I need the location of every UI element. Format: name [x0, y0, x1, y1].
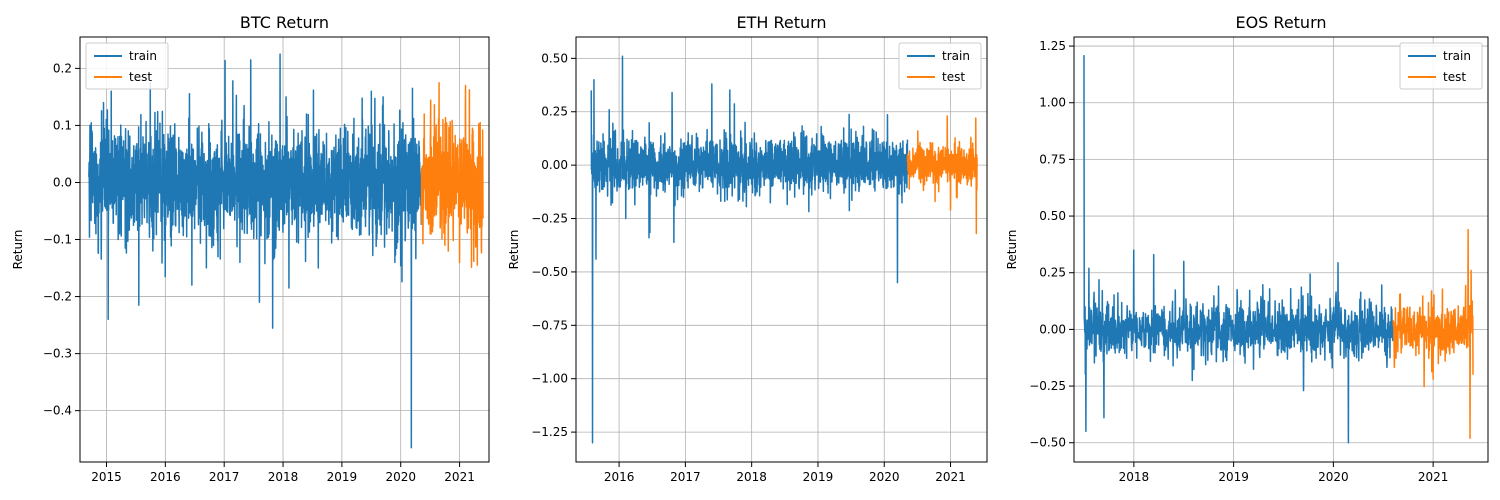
btc-legend: train test: [85, 42, 169, 90]
btc-x-tick-label: 2015: [91, 470, 122, 484]
btc-y-tick-label: −0.1: [43, 233, 72, 247]
eth-legend-label-train: train: [942, 49, 970, 63]
eth-x-tick-label: 2021: [935, 470, 966, 484]
btc-y-tick-label: 0.0: [53, 175, 72, 189]
eos-legend: train test: [1399, 42, 1483, 90]
eth-y-tick-label: −1.00: [531, 372, 568, 386]
eos-x-tick-label: 2020: [1318, 470, 1349, 484]
eos-y-tick-label: −0.50: [1029, 436, 1066, 450]
eth-y-tick-label: −0.50: [531, 265, 568, 279]
btc-y-tick-label: −0.3: [43, 347, 72, 361]
eos-y-tick-label: 1.00: [1039, 96, 1066, 110]
eth-y-axis-label: Return: [507, 230, 521, 270]
eos-y-tick-label: 0.25: [1039, 266, 1066, 280]
btc-series-line-test: [420, 81, 484, 269]
btc-x-tick-label: 2016: [150, 470, 181, 484]
eos-return-subplot: 2018 2019 2020 2021 −0.50 −0.25 0.00 0.25 0.50 0…: [1005, 13, 1489, 484]
eos-y-tick-label: 0.00: [1039, 322, 1066, 336]
btc-y-tick-label: −0.4: [43, 404, 72, 418]
eth-y-tick-label: 0.25: [541, 105, 568, 119]
eos-x-tick-label: 2018: [1119, 470, 1150, 484]
btc-x-tick-label: 2018: [268, 470, 299, 484]
btc-return-subplot: 2015 2016 2017 2018 2019 2020 2021 −0.4 −0.3 −0.…: [11, 13, 490, 484]
eos-x-tick-label: 2021: [1418, 470, 1449, 484]
eos-y-tick-label: −0.25: [1029, 379, 1066, 393]
eos-legend-label-test: test: [1443, 70, 1466, 84]
eth-y-tick-label: −0.25: [531, 212, 568, 226]
eth-return-subplot: 2016 2017 2018 2019 2020 2021 −1.25 −1.00 −0.75…: [507, 13, 988, 484]
btc-y-tick-label: 0.2: [53, 61, 72, 75]
eos-plot-area: [1073, 36, 1489, 463]
btc-x-tick-label: 2021: [444, 470, 475, 484]
eos-series-line-test: [1392, 228, 1474, 439]
eos-y-axis-label: Return: [1005, 230, 1019, 270]
btc-x-tick-label: 2017: [209, 470, 240, 484]
btc-plot-area: [79, 36, 490, 463]
btc-y-tick-label: 0.1: [53, 118, 72, 132]
eos-series-line-train: [1083, 55, 1394, 444]
eth-legend-label-test: test: [942, 70, 965, 84]
eos-chart-title: EOS Return: [1235, 13, 1326, 32]
btc-x-tick-label: 2019: [327, 470, 358, 484]
eth-series-line-test: [906, 115, 978, 235]
eos-y-tick-label: 1.25: [1039, 39, 1066, 53]
eth-legend: train test: [898, 42, 982, 90]
eth-x-tick-label: 2017: [670, 470, 701, 484]
btc-legend-label-train: train: [129, 49, 157, 63]
eth-x-tick-label: 2018: [736, 470, 767, 484]
eos-legend-label-train: train: [1443, 49, 1471, 63]
eth-chart-title: ETH Return: [736, 13, 826, 32]
eos-y-tick-label: 0.75: [1039, 152, 1066, 166]
btc-y-axis-label: Return: [11, 230, 25, 270]
btc-legend-label-test: test: [129, 70, 152, 84]
eth-y-tick-label: −0.75: [531, 318, 568, 332]
eth-plot-area: [575, 36, 988, 463]
eos-x-tick-label: 2019: [1218, 470, 1249, 484]
eth-y-tick-label: −1.25: [531, 425, 568, 439]
eth-x-tick-label: 2019: [803, 470, 834, 484]
eos-y-tick-label: 0.50: [1039, 209, 1066, 223]
eth-series-line-train: [590, 55, 909, 444]
eth-y-tick-label: 0.50: [541, 51, 568, 65]
eth-x-tick-label: 2016: [604, 470, 635, 484]
eth-y-tick-label: 0.00: [541, 158, 568, 172]
eth-x-tick-label: 2020: [869, 470, 900, 484]
btc-series-line-train: [88, 53, 423, 449]
btc-x-tick-label: 2020: [385, 470, 416, 484]
btc-chart-title: BTC Return: [240, 13, 329, 32]
btc-y-tick-label: −0.2: [43, 290, 72, 304]
